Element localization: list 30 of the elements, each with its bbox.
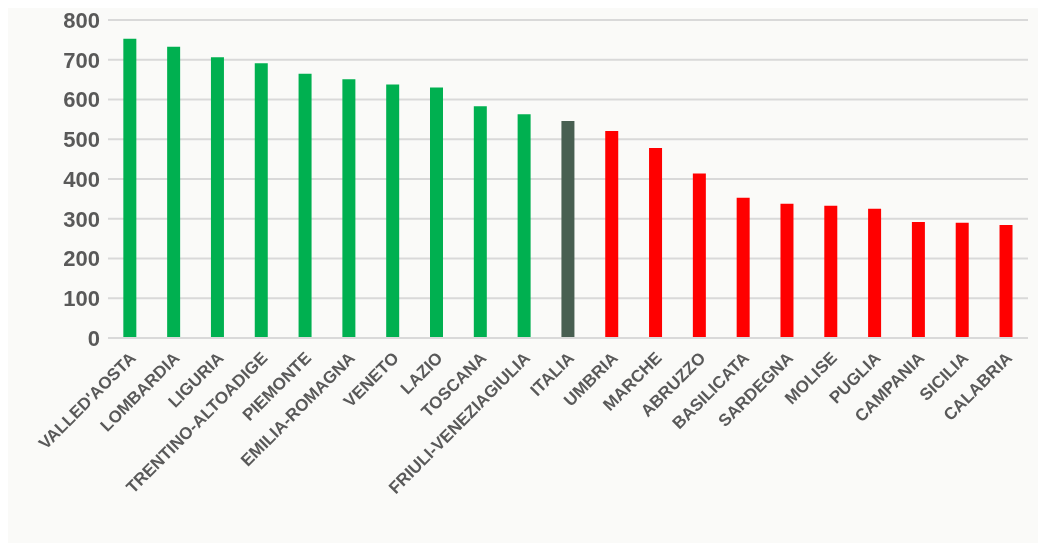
bar: [955, 222, 969, 338]
bar: [430, 87, 443, 338]
bar: [123, 38, 137, 338]
bar: [386, 84, 400, 338]
bar: [911, 221, 925, 338]
bar: [254, 63, 268, 338]
bar: [517, 114, 531, 338]
y-tick-label: 600: [63, 87, 100, 113]
bar: [342, 79, 356, 338]
bar: [999, 225, 1013, 338]
bar: [298, 73, 312, 338]
bar: [868, 208, 882, 338]
bar: [692, 173, 706, 338]
bar: [605, 130, 619, 338]
bar: [167, 46, 181, 338]
y-tick-label: 400: [63, 166, 100, 192]
bar: [561, 120, 575, 338]
y-tick-label: 500: [63, 127, 100, 153]
bar: [649, 148, 663, 338]
bar: [736, 197, 750, 338]
bar: [473, 106, 487, 338]
bar: [824, 205, 838, 338]
y-tick-label: 100: [63, 286, 100, 312]
y-tick-label: 700: [63, 47, 100, 73]
y-tick-label: 200: [63, 246, 100, 272]
y-tick-label: 800: [63, 7, 100, 33]
bar: [210, 57, 224, 338]
bar: [780, 203, 794, 338]
y-tick-label: 300: [63, 206, 100, 232]
y-tick-label: 0: [87, 325, 100, 351]
